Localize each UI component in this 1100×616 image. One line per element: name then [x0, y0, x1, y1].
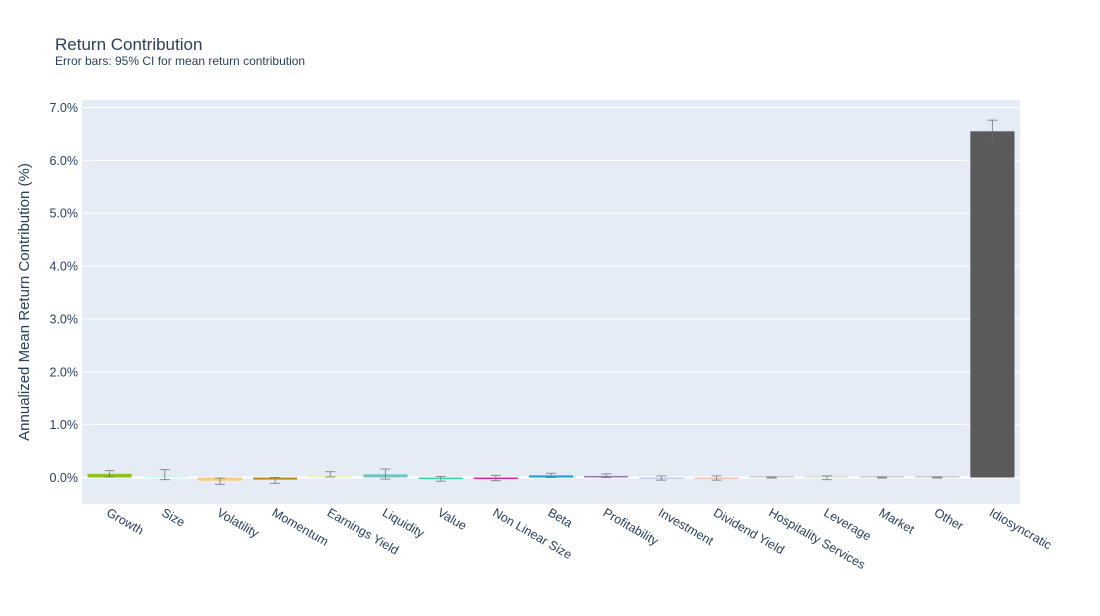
error-bar	[435, 475, 446, 482]
y-axis-ticks: 0.0% 1.0% 2.0% 3.0% 4.0% 5.0% 6.0% 7.0%	[50, 101, 79, 485]
y-tick-label: 3.0%	[50, 312, 79, 326]
x-tick-label: Beta	[546, 505, 575, 530]
y-tick-label: 7.0%	[50, 101, 79, 115]
y-axis-label: Annualized Mean Return Contribution (%)	[16, 163, 33, 441]
y-tick-label: 2.0%	[50, 365, 79, 379]
x-tick-label: Hospitality Services	[766, 505, 867, 572]
y-tick-label: 1.0%	[50, 418, 79, 432]
error-bar	[159, 469, 170, 481]
error-bars	[104, 119, 998, 485]
y-tick-label: 0.0%	[50, 471, 79, 485]
x-tick-label: Value	[435, 505, 469, 533]
error-bar	[656, 475, 667, 481]
x-tick-label: Profitability	[601, 505, 662, 548]
x-tick-label: Investment	[656, 505, 716, 548]
error-bar	[104, 470, 115, 478]
error-bar	[380, 468, 391, 480]
x-tick-label: Volatility	[214, 505, 261, 540]
chart-title: Return Contribution	[55, 35, 202, 54]
chart-subtitle: Error bars: 95% CI for mean return contr…	[55, 54, 305, 68]
error-bar	[987, 119, 998, 143]
error-bar	[821, 475, 832, 481]
x-tick-label: Market	[877, 505, 918, 536]
error-bar	[877, 476, 888, 479]
error-bar	[546, 472, 556, 478]
x-tick-label: Momentum	[270, 505, 331, 548]
error-bar	[214, 477, 225, 485]
error-bar	[932, 476, 943, 479]
error-bar	[601, 473, 612, 478]
bar-idiosyncratic	[970, 131, 1015, 478]
x-tick-label: Liquidity	[380, 505, 427, 540]
error-bar	[490, 474, 501, 482]
error-bar	[766, 476, 777, 479]
x-tick-label: Growth	[104, 505, 146, 537]
y-tick-label: 5.0%	[50, 207, 79, 221]
error-bar	[711, 475, 722, 481]
plot-area	[82, 100, 1020, 504]
error-bar	[270, 477, 281, 484]
x-tick-label: Idiosyncratic	[987, 505, 1054, 552]
x-tick-label: Size	[159, 505, 187, 529]
error-bar	[325, 471, 336, 478]
y-tick-label: 6.0%	[50, 154, 79, 168]
x-tick-label: Other	[932, 505, 966, 533]
y-tick-label: 4.0%	[50, 260, 79, 274]
